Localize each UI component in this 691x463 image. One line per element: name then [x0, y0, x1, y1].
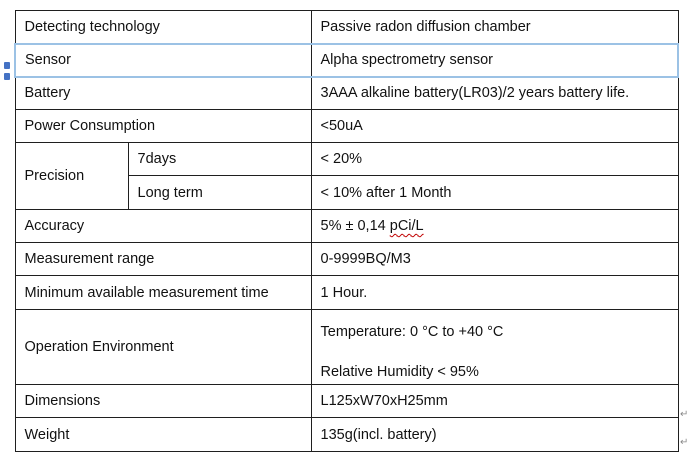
table-row: Precision 7days < 20%	[14, 142, 679, 210]
cell-detecting-technology-label[interactable]: Detecting technology	[14, 10, 312, 44]
operation-environment-humidity: Relative Humidity < 95%	[320, 364, 479, 380]
end-of-row-marker-icon: ↵	[680, 437, 689, 448]
cell-precision-label[interactable]: Precision	[14, 142, 129, 210]
cell-power-consumption-value[interactable]: <50uA	[310, 109, 679, 143]
table-row: Detecting technology Passive radon diffu…	[14, 10, 679, 44]
cell-power-consumption-label[interactable]: Power Consumption	[14, 109, 312, 143]
table-row: Operation Environment Temperature: 0 °C …	[14, 309, 679, 385]
table-row: Battery 3AAA alkaline battery(LR03)/2 ye…	[14, 76, 679, 110]
table-row: Long term < 10% after 1 Month	[15, 175, 679, 210]
cell-battery-label[interactable]: Battery	[14, 76, 312, 110]
table-row: Power Consumption <50uA	[14, 109, 679, 143]
cell-min-measurement-time-value[interactable]: 1 Hour.	[310, 275, 679, 310]
revision-marker-icon	[4, 62, 10, 69]
table-row: Weight 135g(incl. battery)	[14, 417, 679, 452]
accuracy-unit-text: pCi/L	[389, 218, 424, 234]
cell-precision-longterm-label[interactable]: Long term	[127, 175, 312, 210]
cell-precision-longterm-value[interactable]: < 10% after 1 Month	[310, 175, 679, 210]
table-row: Dimensions L125xW70xH25mm	[14, 384, 679, 418]
cell-precision-7days-value[interactable]: < 20%	[310, 142, 679, 176]
cell-operation-environment-label[interactable]: Operation Environment	[14, 309, 312, 385]
cell-weight-label[interactable]: Weight	[14, 417, 312, 452]
spec-table: Detecting technology Passive radon diffu…	[13, 10, 680, 452]
cell-sensor-value[interactable]: Alpha spectrometry sensor	[310, 42, 680, 78]
table-row: Accuracy 5% ± 0,14 pCi/L	[14, 209, 679, 243]
cell-accuracy-label[interactable]: Accuracy	[14, 209, 312, 243]
operation-environment-temperature: Temperature: 0 °C to +40 °C	[320, 324, 504, 340]
cell-dimensions-value[interactable]: L125xW70xH25mm	[310, 384, 679, 418]
cell-operation-environment-value[interactable]: Temperature: 0 °C to +40 °C Relative Hum…	[310, 309, 679, 385]
cell-measurement-range-value[interactable]: 0-9999BQ/M3	[310, 242, 679, 276]
end-of-row-marker-icon: ↵	[680, 409, 689, 420]
cell-precision-7days-label[interactable]: 7days	[127, 142, 312, 176]
accuracy-value-text: 5% ± 0,14	[320, 218, 390, 234]
cell-accuracy-value[interactable]: 5% ± 0,14 pCi/L	[310, 209, 679, 243]
cell-detecting-technology-value[interactable]: Passive radon diffusion chamber	[310, 10, 679, 44]
cell-weight-value[interactable]: 135g(incl. battery)	[310, 417, 679, 452]
cell-min-measurement-time-label[interactable]: Minimum available measurement time	[14, 275, 312, 310]
cell-measurement-range-label[interactable]: Measurement range	[14, 242, 312, 276]
cell-dimensions-label[interactable]: Dimensions	[14, 384, 312, 418]
cell-sensor-label[interactable]: Sensor	[13, 42, 312, 78]
table-row: Minimum available measurement time 1 Hou…	[14, 275, 679, 310]
revision-marker-icon	[4, 73, 10, 80]
margin-revision-markers	[4, 62, 10, 80]
cell-battery-value[interactable]: 3AAA alkaline battery(LR03)/2 years batt…	[310, 76, 679, 110]
table-row: Measurement range 0-9999BQ/M3	[14, 242, 679, 276]
table-row-sensor-highlighted: Sensor Alpha spectrometry sensor	[13, 42, 680, 78]
